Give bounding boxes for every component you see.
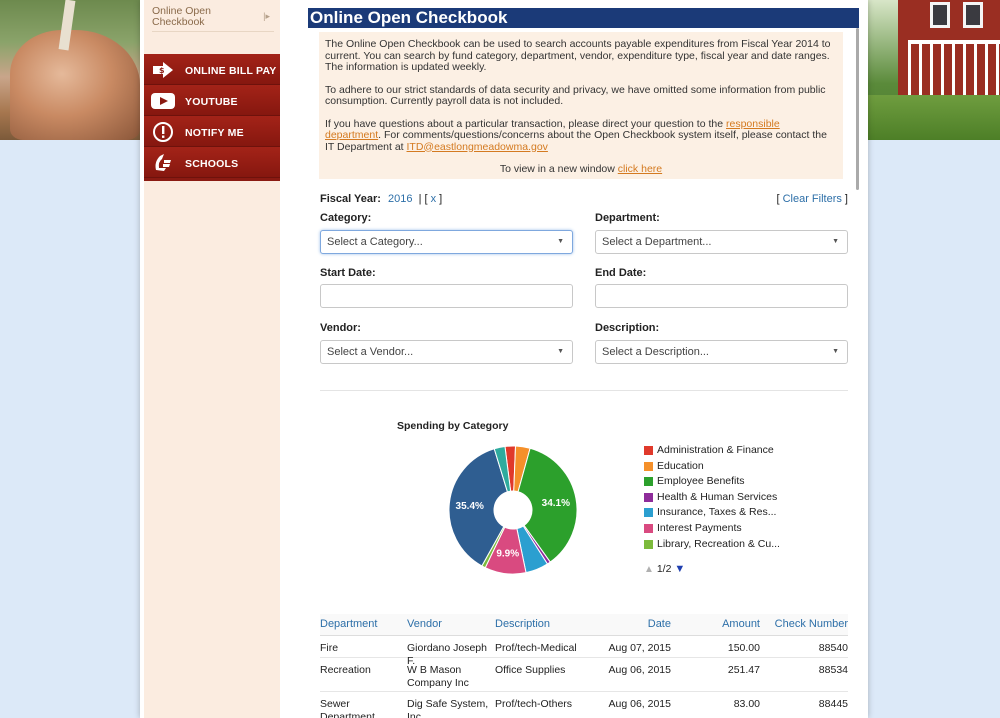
legend-swatch bbox=[644, 492, 653, 502]
pie-slice[interactable] bbox=[448, 448, 509, 567]
divider bbox=[320, 390, 848, 391]
sidebar-item-youtube[interactable]: YOUTUBE bbox=[144, 85, 280, 116]
chevron-down-icon: ▼ bbox=[557, 348, 564, 355]
category-label: Category: bbox=[320, 212, 372, 224]
pie-data-label: 34.1% bbox=[542, 498, 570, 509]
legend-item[interactable]: Health & Human Services bbox=[644, 491, 794, 507]
legend-swatch bbox=[644, 523, 653, 533]
banner-image-right bbox=[868, 0, 1000, 140]
legend-page-indicator: 1/2 bbox=[656, 563, 672, 575]
chevron-down-icon: ▼ bbox=[832, 238, 839, 245]
chevron-down-icon: ▼ bbox=[557, 238, 564, 245]
sidebar-item-label: NOTIFY ME bbox=[185, 127, 244, 139]
bill-pay-icon: $ bbox=[151, 59, 175, 81]
clear-filters-button[interactable]: Clear Filters bbox=[782, 193, 842, 205]
sidebar-item-schools[interactable]: SCHOOLS bbox=[144, 147, 280, 178]
legend-label: Employee Benefits bbox=[657, 475, 745, 488]
vendor-select[interactable]: Select a Vendor... ▼ bbox=[320, 340, 573, 364]
remove-fiscal-year-button[interactable]: x bbox=[430, 193, 437, 205]
pie-chart[interactable]: 34.1% 9.9% 35.4% bbox=[440, 440, 590, 585]
table-row[interactable]: Recreation W B Mason Company Inc Office … bbox=[320, 658, 848, 692]
transactions-table: Department Vendor Description Date Amoun… bbox=[320, 614, 848, 718]
description-label: Description: bbox=[595, 322, 660, 334]
sidebar-item-label: ONLINE BILL PAY bbox=[185, 65, 277, 77]
sidebar-menu: $ ONLINE BILL PAY YOUTUBE NOTIFY ME SCHO… bbox=[144, 54, 280, 181]
column-header-vendor[interactable]: Vendor bbox=[407, 618, 442, 630]
it-email-link[interactable]: ITD@eastlongmeadowma.gov bbox=[406, 140, 548, 153]
column-header-check-number[interactable]: Check Number bbox=[774, 618, 848, 630]
start-date-input[interactable] bbox=[320, 284, 573, 308]
legend-swatch bbox=[644, 539, 653, 549]
sidebar-link-label: Online Open Checkbook bbox=[152, 5, 211, 28]
legend-swatch bbox=[644, 461, 653, 471]
end-date-label: End Date: bbox=[595, 267, 647, 279]
description-select[interactable]: Select a Description... ▼ bbox=[595, 340, 848, 364]
legend-item[interactable]: Insurance, Taxes & Res... bbox=[644, 506, 794, 522]
info-paragraph: If you have questions about a particular… bbox=[325, 117, 827, 153]
page-title: Online Open Checkbook bbox=[308, 8, 859, 28]
fiscal-year-label: Fiscal Year: bbox=[320, 193, 381, 205]
sidebar: Online Open Checkbook |▸ $ ONLINE BILL P… bbox=[144, 0, 280, 718]
info-box: The Online Open Checkbook can be used to… bbox=[319, 32, 843, 179]
legend-item[interactable]: Employee Benefits bbox=[644, 475, 794, 491]
banner-image-left bbox=[0, 0, 140, 140]
click-here-link[interactable]: click here bbox=[617, 163, 663, 175]
chart-title: Spending by Category bbox=[397, 420, 509, 432]
column-header-amount[interactable]: Amount bbox=[722, 618, 760, 630]
triangle-up-icon[interactable]: ▲ bbox=[644, 564, 654, 575]
column-header-department[interactable]: Department bbox=[320, 618, 378, 630]
table-row[interactable]: Fire Giordano Joseph F. Prof/tech-Medica… bbox=[320, 636, 848, 667]
legend-swatch bbox=[644, 477, 653, 487]
sidebar-item-notify-me[interactable]: NOTIFY ME bbox=[144, 116, 280, 147]
legend-swatch bbox=[644, 508, 653, 518]
department-select[interactable]: Select a Department... ▼ bbox=[595, 230, 848, 254]
column-header-date[interactable]: Date bbox=[647, 618, 671, 630]
pie-data-label: 35.4% bbox=[456, 501, 484, 512]
legend-swatch bbox=[644, 446, 653, 455]
start-date-label: Start Date: bbox=[320, 267, 376, 279]
department-label: Department: bbox=[595, 212, 660, 224]
fiscal-year-row: Fiscal Year: 2016 | [ x ] [ Clear Filter… bbox=[320, 193, 848, 205]
responsible-department-link[interactable]: responsible department bbox=[325, 117, 780, 141]
sidebar-item-label: SCHOOLS bbox=[185, 158, 239, 170]
pie-data-label: 9.9% bbox=[496, 549, 519, 560]
fiscal-year-value[interactable]: 2016 bbox=[388, 193, 413, 205]
vendor-label: Vendor: bbox=[320, 322, 361, 334]
youtube-icon bbox=[151, 90, 175, 112]
legend-item[interactable]: Education bbox=[644, 460, 794, 476]
schools-icon bbox=[151, 152, 175, 174]
table-header: Department Vendor Description Date Amoun… bbox=[320, 614, 848, 636]
legend-label: Interest Payments bbox=[657, 521, 742, 534]
category-select[interactable]: Select a Category... ▼ bbox=[320, 230, 573, 254]
info-paragraph: The Online Open Checkbook can be used to… bbox=[325, 38, 831, 73]
svg-text:$: $ bbox=[159, 66, 165, 75]
notify-icon bbox=[151, 121, 175, 143]
chevron-right-icon: |▸ bbox=[263, 11, 270, 21]
end-date-input[interactable] bbox=[595, 284, 848, 308]
sidebar-link-open-checkbook[interactable]: Online Open Checkbook |▸ bbox=[152, 6, 274, 32]
legend-pager: ▲ 1/2 ▼ bbox=[644, 563, 685, 575]
sidebar-item-label: YOUTUBE bbox=[185, 96, 238, 108]
legend-label: Health & Human Services bbox=[657, 490, 778, 503]
legend-item[interactable]: Administration & Finance bbox=[644, 444, 794, 460]
sidebar-item-online-bill-pay[interactable]: $ ONLINE BILL PAY bbox=[144, 54, 280, 85]
legend-item[interactable]: Interest Payments bbox=[644, 522, 794, 538]
legend-item[interactable]: Library, Recreation & Cu... bbox=[644, 538, 794, 554]
triangle-down-icon[interactable]: ▼ bbox=[674, 563, 686, 575]
scrollbar[interactable] bbox=[856, 28, 859, 190]
info-paragraph: To view in a new window click here bbox=[499, 163, 663, 175]
legend-label: Library, Recreation & Cu... bbox=[657, 537, 780, 550]
info-paragraph: To adhere to our strict standards of dat… bbox=[325, 83, 826, 107]
pie-slice[interactable] bbox=[493, 445, 512, 493]
table-row[interactable]: Sewer Department Dig Safe System, Inc Pr… bbox=[320, 692, 848, 718]
chevron-down-icon: ▼ bbox=[832, 348, 839, 355]
legend-label: Administration & Finance bbox=[657, 444, 774, 456]
legend-label: Insurance, Taxes & Res... bbox=[657, 506, 777, 519]
legend-label: Education bbox=[657, 459, 704, 472]
main-content: Online Open Checkbook The Online Open Ch… bbox=[300, 0, 860, 718]
column-header-description[interactable]: Description bbox=[495, 618, 551, 630]
pie-slice[interactable] bbox=[517, 447, 578, 563]
chart-legend: Administration & Finance Education Employe… bbox=[644, 444, 794, 553]
